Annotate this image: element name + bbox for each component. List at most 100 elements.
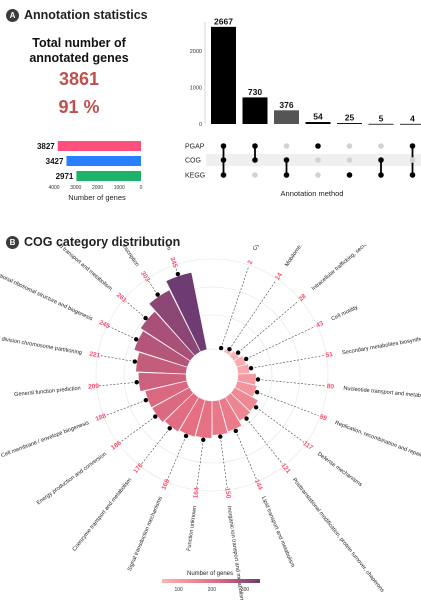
cog-bar-end-dot [155,292,160,297]
set-size-x-axis-label: Number of genes [68,193,126,202]
matrix-dot-inactive [409,157,416,163]
cog-bar [216,348,224,352]
intersection-bar-label: 54 [313,112,323,122]
summary-heading-line1: Total number of [32,36,126,50]
panel-b-badge: B [6,236,19,249]
set-size-bar [66,156,141,166]
cog-category-label: Coenzyme transport and metabolism [72,477,134,553]
cog-leader-line [246,418,284,465]
set-size-label: 2971 [56,172,74,181]
cog-value-label: 303 [139,270,151,283]
cog-leader-line [108,326,137,340]
cog-category-label: Signal transduction mechanisms [127,495,164,572]
matrix-dot-active [283,157,290,163]
cog-leader-line [229,280,277,350]
intersection-bar-label: 25 [345,113,355,123]
intersection-bar [400,123,421,125]
cog-value-label: 221 [89,351,101,360]
cog-bar-end-dot [133,337,139,342]
cog-bar-end-dot [243,356,249,362]
cog-leader-line [220,266,249,349]
y-tick-label: 1000 [190,86,202,92]
set-size-bar [57,141,141,151]
intersection-bar [305,122,331,124]
matrix-dot-active [409,172,416,178]
matrix-dot-active [252,157,258,163]
cog-leader-line [220,436,228,489]
cog-bar [164,392,199,432]
cog-category-label: Cytoskeleton [252,245,268,251]
set-name-label: COG [185,158,201,165]
cog-bar [195,399,213,439]
cog-value-label: 188 [95,413,108,424]
cog-category-label: General function prediction [14,386,81,398]
matrix-dot-active [378,157,384,163]
cog-bar-end-dot [227,346,232,352]
matrix-dot-active [378,172,384,178]
set-size-tick-label: 2000 [92,185,103,191]
summary-percent: 91 % [58,97,100,117]
legend-tick-label: 300 [241,587,250,593]
cog-bar-end-dot [253,405,259,410]
cog-value-label: 186 [110,439,123,451]
cog-value-label: 150 [223,487,231,499]
cog-leader-line [147,280,158,295]
cog-value-label: 2 [247,259,255,265]
cog-leader-line [246,326,316,360]
cog-bar [151,387,194,423]
cog-bar-end-dot [235,350,241,355]
matrix-dot-inactive [346,143,353,149]
summary-total-genes: 3861 [58,69,100,89]
panel-a-badge: A [6,9,19,22]
cog-bar [237,373,257,386]
cog-bar-end-dot [254,389,260,395]
cog-category-label: Inorganic ion transport and metabolism [226,506,245,600]
cog-value-label: 89 [318,413,328,422]
matrix-dot-active [220,172,227,178]
set-name-label: KEGG [185,173,205,180]
cog-leader-line [255,407,305,443]
matrix-dot-active [315,143,321,149]
cog-leader-line [98,381,137,387]
cog-leader-line [99,355,135,362]
radial-grid-circle [185,348,239,402]
cog-circular-bar-chart: 2 Cytoskeleton 14Mobilome: prophages, tran… [0,245,421,600]
upset-x-axis-label: Annotation method [281,189,344,198]
cog-bar [165,272,208,352]
cog-value-label: 28 [298,293,308,303]
y-tick-label: 0 [199,122,202,128]
cog-leader-line [235,430,257,481]
cog-bar-end-dot [248,366,254,371]
cog-bar-end-dot [244,416,249,421]
intersection-bar-label: 2667 [214,16,233,26]
cog-bar [236,363,250,375]
matrix-dot-inactive [315,172,321,178]
cog-leader-line [196,439,204,489]
cog-bar-end-dot [233,428,239,434]
matrix-dot-inactive [252,172,258,178]
cog-category-label: Cell motility [331,305,360,323]
matrix-dot-active [220,157,227,163]
cog-bar [140,311,195,362]
cog-bar [229,350,240,362]
cog-category-label: Transcription [117,245,140,268]
set-size-label: 3427 [46,157,64,166]
cog-bar-end-dot [153,414,158,419]
cog-bar [218,397,243,432]
cog-bar-end-dot [218,345,224,351]
cog-value-label: 144 [253,478,264,491]
cog-bar-end-dot [255,377,261,382]
matrix-dot-active [252,143,258,149]
cog-leader-line [167,435,187,481]
intersection-bar-label: 5 [379,113,384,123]
cog-category-label: Lipid transport and metabolism [260,496,296,569]
cog-category-label: Energy production and conversion [36,451,108,506]
radial-grid-circle [95,258,329,492]
summary-heading-line2: annotated genes [29,51,129,65]
cog-category-label: Replication, recombination and repair [334,420,421,459]
cog-leader-line [119,416,156,443]
cog-category-label: Function unknown [186,506,198,552]
cog-bar [144,380,190,408]
